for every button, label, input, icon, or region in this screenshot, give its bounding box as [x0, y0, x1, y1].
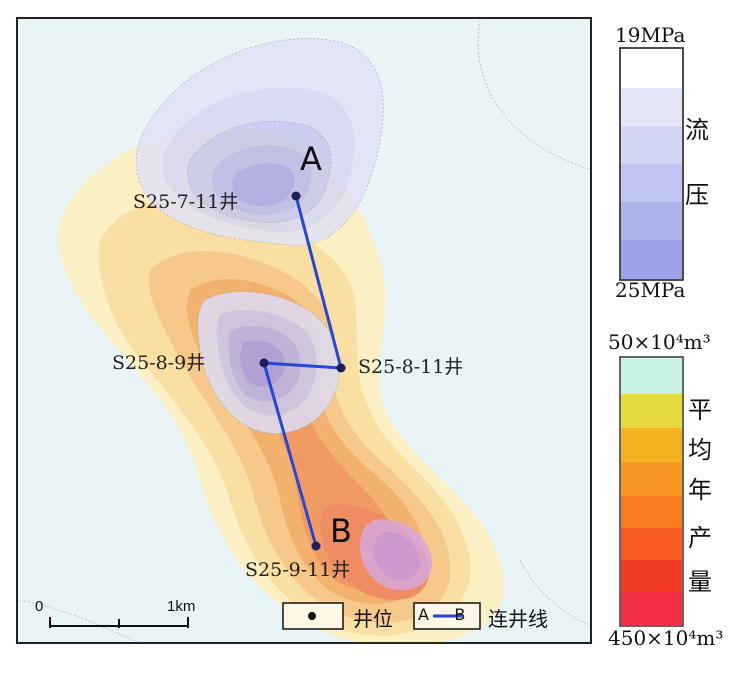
production-legend-char-2: 均: [688, 436, 712, 464]
line-key-label: 连井线: [488, 607, 548, 631]
production-legend-bar: [619, 356, 684, 627]
pressure-legend-char-1: 流: [685, 116, 709, 144]
well-point-s25-7-11: [291, 191, 301, 201]
line-s25-8-9-to-s25-9-11: [262, 361, 318, 548]
production-legend-bottom: 450×10⁴m³: [608, 626, 724, 650]
pressure-contours: [136, 38, 433, 591]
well-label-s25-9-11: S25-9-11井: [245, 559, 351, 581]
production-legend-char-4: 产: [688, 524, 712, 552]
map-frame: [16, 17, 592, 644]
well-key-label: 井位: [353, 607, 393, 631]
line-s25-8-9-to-s25-8-11: [262, 361, 343, 370]
pressure-legend-char-2: 压: [685, 181, 709, 209]
well-label-s25-8-11: S25-8-11井: [358, 356, 464, 378]
well-label-s25-7-11: S25-7-11井: [133, 191, 239, 213]
scale-distance-label: 1km: [167, 598, 196, 615]
point-b-label: B: [330, 512, 352, 550]
well-points: [259, 191, 346, 551]
scale-bar: [49, 617, 189, 628]
well-label-s25-8-9: S25-8-9井: [112, 352, 206, 374]
contour-lines: [19, 19, 591, 643]
line-s25-7-11-to-s25-8-11: [294, 194, 343, 370]
production-legend-char-3: 年: [688, 476, 712, 504]
pressure-legend-bottom: 25MPa: [615, 278, 686, 302]
point-a-label: A: [300, 140, 322, 178]
well-point-s25-9-11: [311, 541, 321, 551]
production-legend-top: 50×10⁴m³: [608, 330, 711, 354]
well-point-s25-8-11: [336, 363, 346, 373]
production-legend-char-5: 量: [688, 568, 712, 596]
scale-zero-label: 0: [35, 598, 44, 615]
pressure-legend-top: 19MPa: [615, 23, 686, 47]
map-key: [282, 602, 481, 630]
production-legend-char-1: 平: [688, 396, 712, 424]
well-connection-lines: [262, 194, 343, 548]
line-key-sample: A B: [418, 605, 466, 624]
well-point-s25-8-9: [259, 358, 269, 368]
contour-map: [17, 18, 591, 643]
pressure-legend-bar: [619, 47, 684, 281]
